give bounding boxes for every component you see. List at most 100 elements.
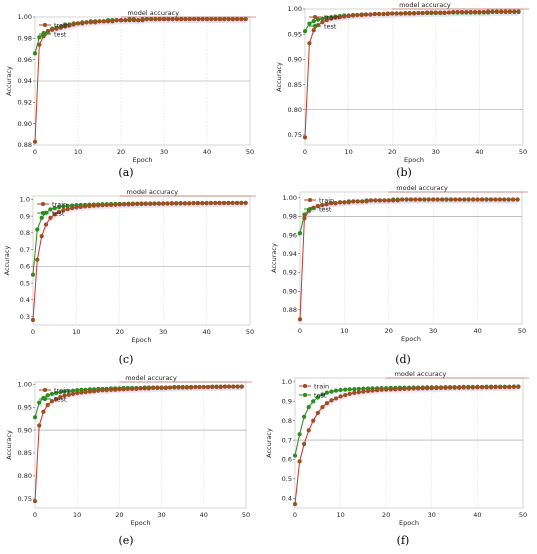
data-point-train <box>457 385 462 390</box>
legend-label-train: train <box>324 13 339 21</box>
data-point-train <box>114 18 119 23</box>
data-point-train <box>91 389 97 394</box>
data-point-train <box>204 16 210 22</box>
data-point-train <box>301 441 307 447</box>
data-point-train <box>484 385 489 390</box>
data-point-train <box>121 202 127 207</box>
legend-label-train: train <box>319 196 334 204</box>
data-point-train <box>406 386 412 391</box>
y-tick-label: 0.9 <box>20 212 30 220</box>
data-point-train <box>453 197 458 202</box>
data-point-train <box>195 201 201 206</box>
chart-panel-c: 0 10 20 30 40 50 0.3 0.4 0.5 0.6 0.7 0.8 0.9 1.0 model… <box>3 188 256 366</box>
y-tick-label: 0.95 <box>288 30 302 38</box>
y-tick-label: 0.9 <box>282 397 292 405</box>
data-point-train <box>351 199 356 204</box>
data-point-train <box>30 317 36 323</box>
data-point-train <box>346 13 351 19</box>
data-point-train <box>179 16 184 22</box>
data-point-train <box>174 16 180 22</box>
data-point-train <box>221 200 227 206</box>
data-point-train <box>165 201 170 206</box>
x-tick-label: 20 <box>385 327 393 335</box>
data-point-train <box>166 16 171 22</box>
data-point-train <box>360 199 365 204</box>
data-point-train <box>70 391 76 397</box>
data-point-train <box>41 409 46 414</box>
x-tick-label: 20 <box>116 328 124 336</box>
data-point-test <box>315 395 320 400</box>
chart-panel-d: 0 10 20 30 40 50 0.88 0.90 0.92 0.94 0.96 0.98 1.00 m… <box>270 184 528 366</box>
data-point-train <box>415 386 421 391</box>
y-tick-label: 0.95 <box>18 403 32 411</box>
data-point-test <box>39 215 44 220</box>
legend-marker-train <box>40 201 46 207</box>
data-point-train <box>213 16 218 22</box>
data-point-train <box>118 18 124 23</box>
x-axis-label: Epoch <box>404 156 424 164</box>
data-point-train <box>143 201 148 207</box>
data-point-test <box>37 35 42 40</box>
data-point-train <box>136 18 141 23</box>
data-point-train <box>413 197 418 202</box>
data-point-train <box>516 384 521 390</box>
data-point-train <box>470 385 475 390</box>
chart-title: model accuracy <box>127 188 179 196</box>
data-point-train <box>434 385 439 391</box>
data-point-test <box>352 386 357 392</box>
data-point-train <box>381 11 386 17</box>
data-point-train <box>75 21 81 26</box>
x-tick-label: 20 <box>117 148 125 156</box>
data-point-train <box>93 20 98 25</box>
x-tick-label: 50 <box>246 148 254 156</box>
data-point-test <box>329 389 334 394</box>
data-point-train <box>402 386 407 392</box>
data-point-train <box>342 14 347 19</box>
x-tick-label: 30 <box>160 148 168 156</box>
data-point-train <box>324 401 330 406</box>
data-point-test <box>324 390 330 395</box>
data-point-train <box>425 386 430 391</box>
data-point-train <box>191 16 197 22</box>
data-point-test <box>302 29 308 34</box>
data-point-test <box>35 227 40 232</box>
data-point-train <box>200 16 205 22</box>
data-point-train <box>182 201 188 206</box>
data-point-train <box>69 205 75 211</box>
data-point-train <box>447 385 453 390</box>
plot-area <box>299 191 523 325</box>
data-point-train <box>191 201 196 206</box>
data-point-train <box>471 197 476 202</box>
plot-area <box>294 377 524 509</box>
x-tick-label: 30 <box>428 511 436 519</box>
chart-panel-f: 0 10 20 30 40 50 0.4 0.5 0.6 0.7 0.8 0.9 1.0 model ac… <box>265 370 529 547</box>
legend-label-test: test <box>324 22 337 30</box>
data-point-train <box>217 16 223 22</box>
data-point-train <box>420 386 425 391</box>
data-point-train <box>104 388 109 393</box>
data-point-train <box>320 202 325 208</box>
data-point-train <box>231 384 236 389</box>
data-point-train <box>71 22 76 27</box>
data-point-train <box>153 16 158 22</box>
data-point-train <box>91 203 96 208</box>
data-point-train <box>117 387 122 392</box>
data-point-train <box>88 20 94 25</box>
data-point-test <box>338 387 343 393</box>
data-point-train <box>66 392 71 397</box>
data-point-train <box>464 9 469 15</box>
data-point-train <box>485 9 491 14</box>
data-point-train <box>363 12 369 17</box>
data-point-train <box>506 197 511 202</box>
data-point-train <box>394 11 399 16</box>
y-tick-label: 0.90 <box>18 120 32 128</box>
data-point-train <box>368 12 373 17</box>
data-point-test <box>311 399 316 404</box>
data-point-train <box>201 384 206 390</box>
data-point-train <box>324 17 329 23</box>
y-tick-label: 0.6 <box>282 456 292 464</box>
data-point-train <box>497 197 502 202</box>
data-point-train <box>180 385 185 390</box>
data-point-train <box>493 384 498 390</box>
data-point-train <box>361 389 366 394</box>
